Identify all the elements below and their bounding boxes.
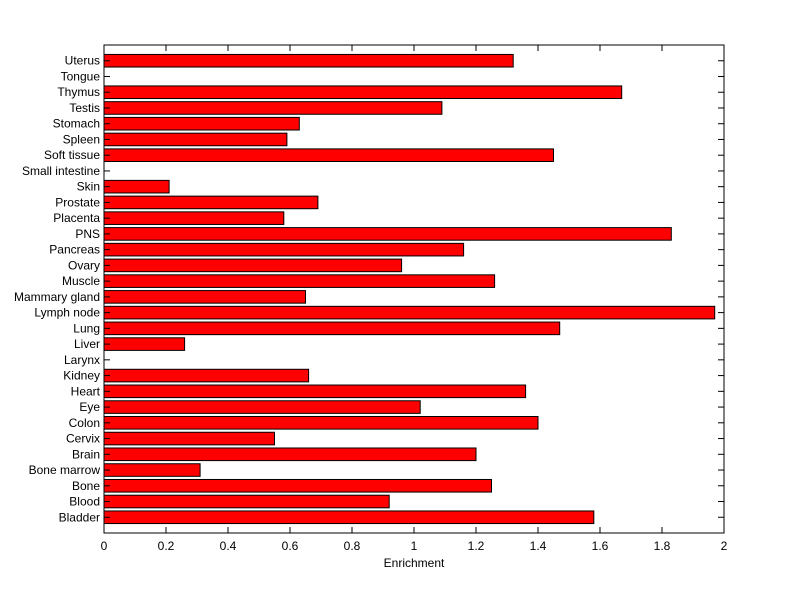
- bar-bone: [103, 478, 492, 493]
- bar-pns: [103, 227, 672, 241]
- x-tick-label: 0.2: [158, 539, 175, 553]
- bar-kidney: [103, 368, 310, 383]
- y-tick-label: Mammary gland: [14, 290, 100, 304]
- x-tick-label: 1.6: [592, 539, 609, 553]
- y-tick-label: Tongue: [61, 69, 101, 83]
- x-tick-label: 1.2: [468, 539, 485, 553]
- bar-blood: [103, 494, 390, 509]
- y-tick-label: Skin: [77, 180, 100, 194]
- bar-bladder: [103, 510, 595, 525]
- bar-eye: [103, 400, 421, 414]
- bars-group: [103, 53, 716, 525]
- bar-soft-tissue: [103, 148, 554, 162]
- bar-spleen: [103, 132, 288, 147]
- bar-brain: [103, 447, 477, 462]
- bar-thymus: [103, 85, 623, 100]
- y-tick-label: Brain: [72, 447, 100, 461]
- y-tick-label: Placenta: [53, 211, 100, 225]
- bar-uterus: [103, 53, 514, 68]
- y-tick-label: PNS: [75, 227, 100, 241]
- x-tick-label: 0.4: [220, 539, 237, 553]
- x-tick-label: 0.6: [282, 539, 299, 553]
- bar-lung: [103, 321, 561, 336]
- y-tick-label: Heart: [71, 384, 101, 398]
- bar-testis: [103, 101, 443, 115]
- y-tick-label: Muscle: [62, 274, 100, 288]
- y-tick-label: Liver: [74, 337, 100, 351]
- y-tick-label: Eye: [79, 400, 100, 414]
- y-tick-label: Small intestine: [22, 164, 100, 178]
- y-tick-label: Cervix: [66, 432, 100, 446]
- x-tick-label: 0.8: [344, 539, 361, 553]
- bar-mammary-gland: [103, 290, 306, 304]
- y-tick-label: Soft tissue: [44, 148, 100, 162]
- bar-bone-marrow: [103, 463, 201, 477]
- y-tick-label: Stomach: [53, 117, 100, 131]
- y-tick-label: Prostate: [55, 195, 100, 209]
- x-tick-label: 1.4: [530, 539, 547, 553]
- bar-skin: [103, 179, 170, 194]
- bar-pancreas: [103, 242, 465, 257]
- x-tick-label: 2: [721, 539, 728, 553]
- y-tick-label: Lung: [73, 321, 100, 335]
- y-tick-label: Bone: [72, 479, 100, 493]
- x-tick-label: 1.8: [654, 539, 671, 553]
- bar-stomach: [103, 116, 300, 131]
- bar-liver: [103, 337, 186, 351]
- bar-colon: [103, 416, 539, 430]
- y-tick-label: Testis: [69, 101, 100, 115]
- y-tick-label: Bladder: [59, 510, 100, 524]
- y-tick-label: Thymus: [57, 85, 100, 99]
- y-tick-label: Larynx: [64, 353, 100, 367]
- bar-cervix: [103, 431, 275, 446]
- y-tick-label: Bone marrow: [29, 463, 101, 477]
- y-tick-label: Spleen: [63, 132, 100, 146]
- y-tick-label: Blood: [69, 495, 100, 509]
- x-axis-title: Enrichment: [384, 556, 445, 570]
- y-tick-label: Uterus: [65, 54, 100, 68]
- bar-heart: [103, 384, 527, 399]
- x-tick-label: 1: [411, 539, 418, 553]
- x-tick-label: 0: [101, 539, 108, 553]
- bar-ovary: [103, 258, 403, 273]
- y-tick-label: Kidney: [63, 369, 100, 383]
- y-tick-label: Lymph node: [34, 306, 100, 320]
- bar-placenta: [103, 211, 285, 225]
- y-tick-label: Ovary: [68, 258, 100, 272]
- x-axis-ticks: 0 0.2 0.4 0.6 0.8 1 1.2 1.4 1.6 1.8 2: [101, 45, 728, 553]
- bar-prostate: [103, 195, 319, 210]
- y-tick-label: Pancreas: [49, 243, 100, 257]
- y-tick-label: Colon: [69, 416, 100, 430]
- bar-lymph-node: [103, 305, 716, 320]
- bar-muscle: [103, 274, 496, 288]
